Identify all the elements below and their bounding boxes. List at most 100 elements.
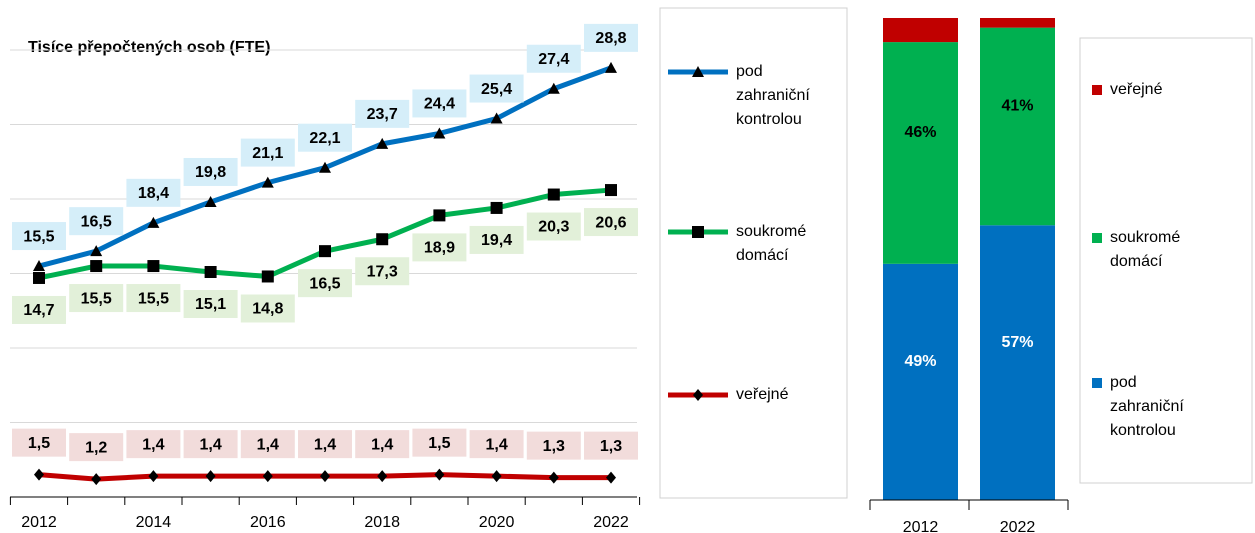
legend-label: soukromé domácí [736,223,806,264]
data-label: 25,4 [481,81,512,98]
data-label-bg [126,284,181,313]
data-label: 16,5 [81,213,112,230]
marker [261,270,274,283]
data-label-bg [526,44,581,73]
data-label-bg [355,430,410,459]
marker [547,82,560,94]
data-label-bg [526,431,581,460]
data-label: 18,9 [424,240,455,257]
data-label: 23,7 [367,106,398,123]
x-tick-label: 2012 [21,514,57,531]
x-tick-label: 2012 [903,519,939,533]
data-label: 20,3 [538,219,569,236]
legend-marker [692,226,704,238]
legend-swatch [1092,233,1102,243]
marker [204,266,217,279]
marker [33,260,45,272]
chart-title: Tisíce přepočtených osob (FTE) [28,39,270,56]
data-label: 1,2 [85,439,107,456]
data-label: 1,4 [142,436,164,453]
data-label: 16,5 [309,275,340,292]
data-label-bg [183,290,238,319]
marker [490,112,503,124]
marker [606,471,616,484]
data-label-bg [12,428,66,457]
bar-legend-box [1079,37,1253,484]
data-label-bg [240,138,295,167]
legend-swatch [1092,85,1102,95]
marker [319,245,331,258]
data-label-bg [12,295,66,324]
legend-marker [693,389,703,401]
marker [262,470,273,483]
data-label: 1,4 [199,436,221,453]
marker [376,137,389,149]
data-label-bg [298,123,352,152]
data-label-bg [526,212,581,241]
data-label-bg [355,257,410,286]
data-label: 1,4 [257,436,279,453]
bar-segment [883,42,958,264]
marker [319,161,331,173]
data-label: 1,4 [485,436,507,453]
legend-label: pod zahraniční kontrolou [736,63,810,128]
marker [491,470,502,483]
data-label: 15,1 [195,296,226,313]
data-label: 57% [1001,334,1033,351]
data-label-bg [126,178,181,207]
data-label: 1,3 [600,438,622,455]
data-label-bg [469,225,524,254]
data-label: 17,3 [367,263,398,280]
data-label-bg [183,157,238,186]
data-label: 15,5 [23,228,54,245]
data-label: 28,8 [595,30,626,47]
marker [148,470,159,483]
data-label-bg [240,430,295,459]
marker [204,195,217,207]
data-label: 15,5 [81,290,112,307]
bar-segment [980,27,1055,226]
legend-label: veřejné [1110,81,1163,98]
data-label: 14,7 [23,302,54,319]
data-label-bg [584,208,638,237]
data-label: 27,4 [538,51,569,68]
data-label: 22,1 [309,130,340,147]
data-label-bg [69,433,124,462]
bar-segment [883,18,958,43]
data-label: 19,4 [481,232,512,249]
data-label-bg [584,23,638,52]
marker [605,184,617,197]
marker [605,61,617,73]
data-label-bg [412,233,467,262]
x-tick-label: 2022 [1000,519,1036,533]
marker [548,471,559,484]
data-label: 20,6 [595,214,626,231]
data-label: 41% [1001,98,1033,115]
marker [91,473,102,486]
marker [377,470,388,483]
data-label: 1,4 [314,436,336,453]
legend-marker [692,66,704,77]
marker [433,209,446,222]
data-label: 49% [904,353,936,370]
data-label-bg [412,89,467,118]
legend-label: pod zahraniční kontrolou [1110,374,1184,439]
data-label-bg [69,207,124,236]
marker [90,245,103,257]
marker [376,233,389,246]
marker [433,127,446,139]
data-label: 46% [904,124,936,141]
marker [490,201,503,214]
bar-segment [883,263,958,500]
legend-swatch [1092,378,1102,388]
marker [205,470,216,483]
data-label-bg [183,430,238,459]
data-label: 1,5 [28,435,50,452]
bar-segment [980,18,1055,28]
marker [147,216,160,228]
data-label: 1,4 [371,436,393,453]
marker [147,260,160,273]
x-tick-label: 2016 [250,514,286,531]
marker [261,176,274,188]
